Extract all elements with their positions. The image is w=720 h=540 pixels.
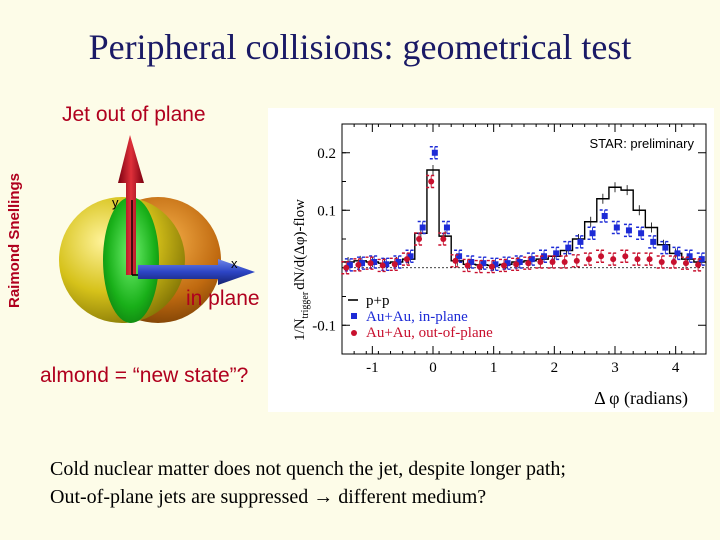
- series-in-plane-point: [504, 260, 511, 267]
- axis-ticks: -1 0 1 2 3 4 -0.1 0.1 0.2: [312, 123, 707, 376]
- series-out-of-plane-point: [561, 259, 568, 265]
- series-in-plane-point: [456, 253, 463, 260]
- series-in-plane-point: [565, 244, 572, 251]
- series-in-plane-point: [613, 224, 620, 231]
- series-out-of-plane-point: [476, 263, 483, 270]
- series-out-of-plane-point: [343, 264, 350, 271]
- series-out-of-plane-point: [682, 260, 689, 267]
- almond-new-state-note: almond = “new state”?: [40, 364, 249, 387]
- series-out-of-plane-point: [367, 260, 374, 267]
- svg-text:1/NtriggerdN/d(Δφ)-flow: 1/NtriggerdN/d(Δφ)-flow: [292, 199, 311, 341]
- x-tick-label: 3: [611, 360, 619, 376]
- collision-geometry-illustration: y x in plane: [59, 135, 260, 323]
- axis-x-label: x: [231, 256, 238, 271]
- series-in-plane-point: [346, 261, 353, 268]
- series-in-plane-point: [601, 213, 608, 219]
- in-plane-arrow: [138, 259, 255, 285]
- ylabel-main: 1/N: [292, 318, 308, 341]
- series-out-of-plane-point: [598, 253, 605, 260]
- slide-title: Peripheral collisions: geometrical test: [88, 27, 632, 67]
- series-out-of-plane-point: [403, 256, 410, 263]
- author-credit: Raimond Snellings: [6, 172, 23, 308]
- legend: p+p Au+Au, in-plane Au+Au, out-of-plane: [348, 293, 493, 341]
- x-tick-label: 1: [490, 360, 498, 376]
- series-out-of-plane-point: [525, 260, 532, 267]
- legend-marker-out-of-plane: [351, 330, 357, 336]
- series-out-of-plane-point: [379, 262, 386, 269]
- series-in-plane-point: [383, 261, 390, 268]
- series-in-plane-point: [577, 238, 584, 245]
- series-in-plane-point: [431, 149, 438, 156]
- series-in-plane-point: [638, 230, 645, 237]
- series-in-plane-point: [541, 253, 548, 260]
- series-out-of-plane-point: [428, 178, 435, 185]
- y-tick-label: 0.2: [317, 146, 336, 162]
- series-out-of-plane-point: [585, 256, 592, 263]
- y-tick-label: 0.1: [317, 203, 336, 219]
- series-in-plane-point: [650, 238, 657, 245]
- y-axis-title: 1/NtriggerdN/d(Δφ)-flow: [292, 199, 311, 341]
- y-tick-label: -0.1: [312, 318, 336, 334]
- series-in-plane: [344, 146, 707, 272]
- ylabel-sub: trigger: [300, 291, 311, 318]
- series-in-plane-point: [686, 253, 693, 260]
- series-out-of-plane-point: [537, 259, 544, 265]
- axis-y-label: y: [112, 195, 119, 210]
- x-tick-label: 2: [551, 360, 559, 376]
- conclusion-line-1: Cold nuclear matter does not quench the …: [50, 458, 566, 480]
- series-in-plane-point: [662, 244, 669, 251]
- series-out-of-plane-point: [464, 262, 471, 269]
- series-in-plane-point: [371, 259, 378, 265]
- x-tick-label: -1: [366, 360, 379, 376]
- jet-out-of-plane-arrow: [118, 135, 144, 275]
- series-out-of-plane-point: [416, 236, 423, 242]
- series-in-plane-point: [625, 227, 632, 234]
- series-out-of-plane-point: [513, 261, 520, 268]
- series-in-plane-point: [407, 253, 414, 260]
- legend-marker-in-plane: [351, 313, 357, 319]
- series-in-plane-point: [516, 259, 523, 265]
- x-tick-label: 0: [429, 360, 437, 376]
- series-out-of-plane-point: [573, 257, 580, 264]
- series-out-of-plane-point: [440, 236, 447, 242]
- series-pp-histogram: [342, 169, 706, 267]
- conclusion-text: Cold nuclear matter does not quench the …: [50, 455, 566, 511]
- series-in-plane-point: [468, 259, 475, 265]
- series-out-of-plane-point: [670, 259, 677, 265]
- series-in-plane-point: [359, 260, 366, 267]
- series-out-of-plane-point: [549, 259, 556, 265]
- series-out-of-plane-point: [355, 261, 362, 268]
- series-out-of-plane-point: [488, 263, 495, 270]
- legend-label-out-of-plane: Au+Au, out-of-plane: [366, 325, 493, 341]
- series-out-of-plane-point: [391, 261, 398, 268]
- conclusion-line-2: Out-of-plane jets are suppressed → diffe…: [50, 486, 487, 508]
- series-in-plane-point: [698, 256, 705, 263]
- series-out-of-plane-point: [646, 256, 653, 263]
- series-out-of-plane-point: [500, 262, 507, 269]
- star-preliminary-annotation: STAR: preliminary: [589, 136, 694, 151]
- series-out-of-plane-point: [695, 261, 702, 268]
- in-plane-label: in plane: [186, 287, 260, 310]
- series-in-plane-point: [419, 224, 426, 231]
- series-out-of-plane-point: [634, 256, 641, 263]
- series-in-plane-point: [553, 250, 560, 257]
- series-in-plane-point: [492, 261, 499, 268]
- jet-out-of-plane-label: Jet out of plane: [62, 103, 206, 126]
- legend-label-in-plane: Au+Au, in-plane: [366, 309, 468, 325]
- series-out-of-plane-point: [610, 256, 617, 263]
- series-in-plane-point: [443, 224, 450, 231]
- series-in-plane-point: [480, 260, 487, 267]
- series-out-of-plane-point: [452, 257, 459, 264]
- x-tick-label: 4: [672, 360, 680, 376]
- series-in-plane-point: [589, 230, 596, 237]
- series-in-plane-point: [395, 259, 402, 265]
- series-in-plane-point: [674, 250, 681, 257]
- ylabel-tail: dN/d(Δφ)-flow: [292, 199, 308, 290]
- legend-label-pp: p+p: [366, 293, 389, 309]
- x-axis-title: Δ φ (radians): [594, 388, 688, 409]
- series-in-plane-point: [528, 256, 535, 263]
- series-out-of-plane-point: [622, 253, 629, 260]
- star-correlation-plot: -1 0 1 2 3 4 -0.1 0.1 0.2 1/NtriggerdN/d(Δφ)-flo…: [268, 108, 714, 412]
- series-out-of-plane-point: [658, 259, 665, 265]
